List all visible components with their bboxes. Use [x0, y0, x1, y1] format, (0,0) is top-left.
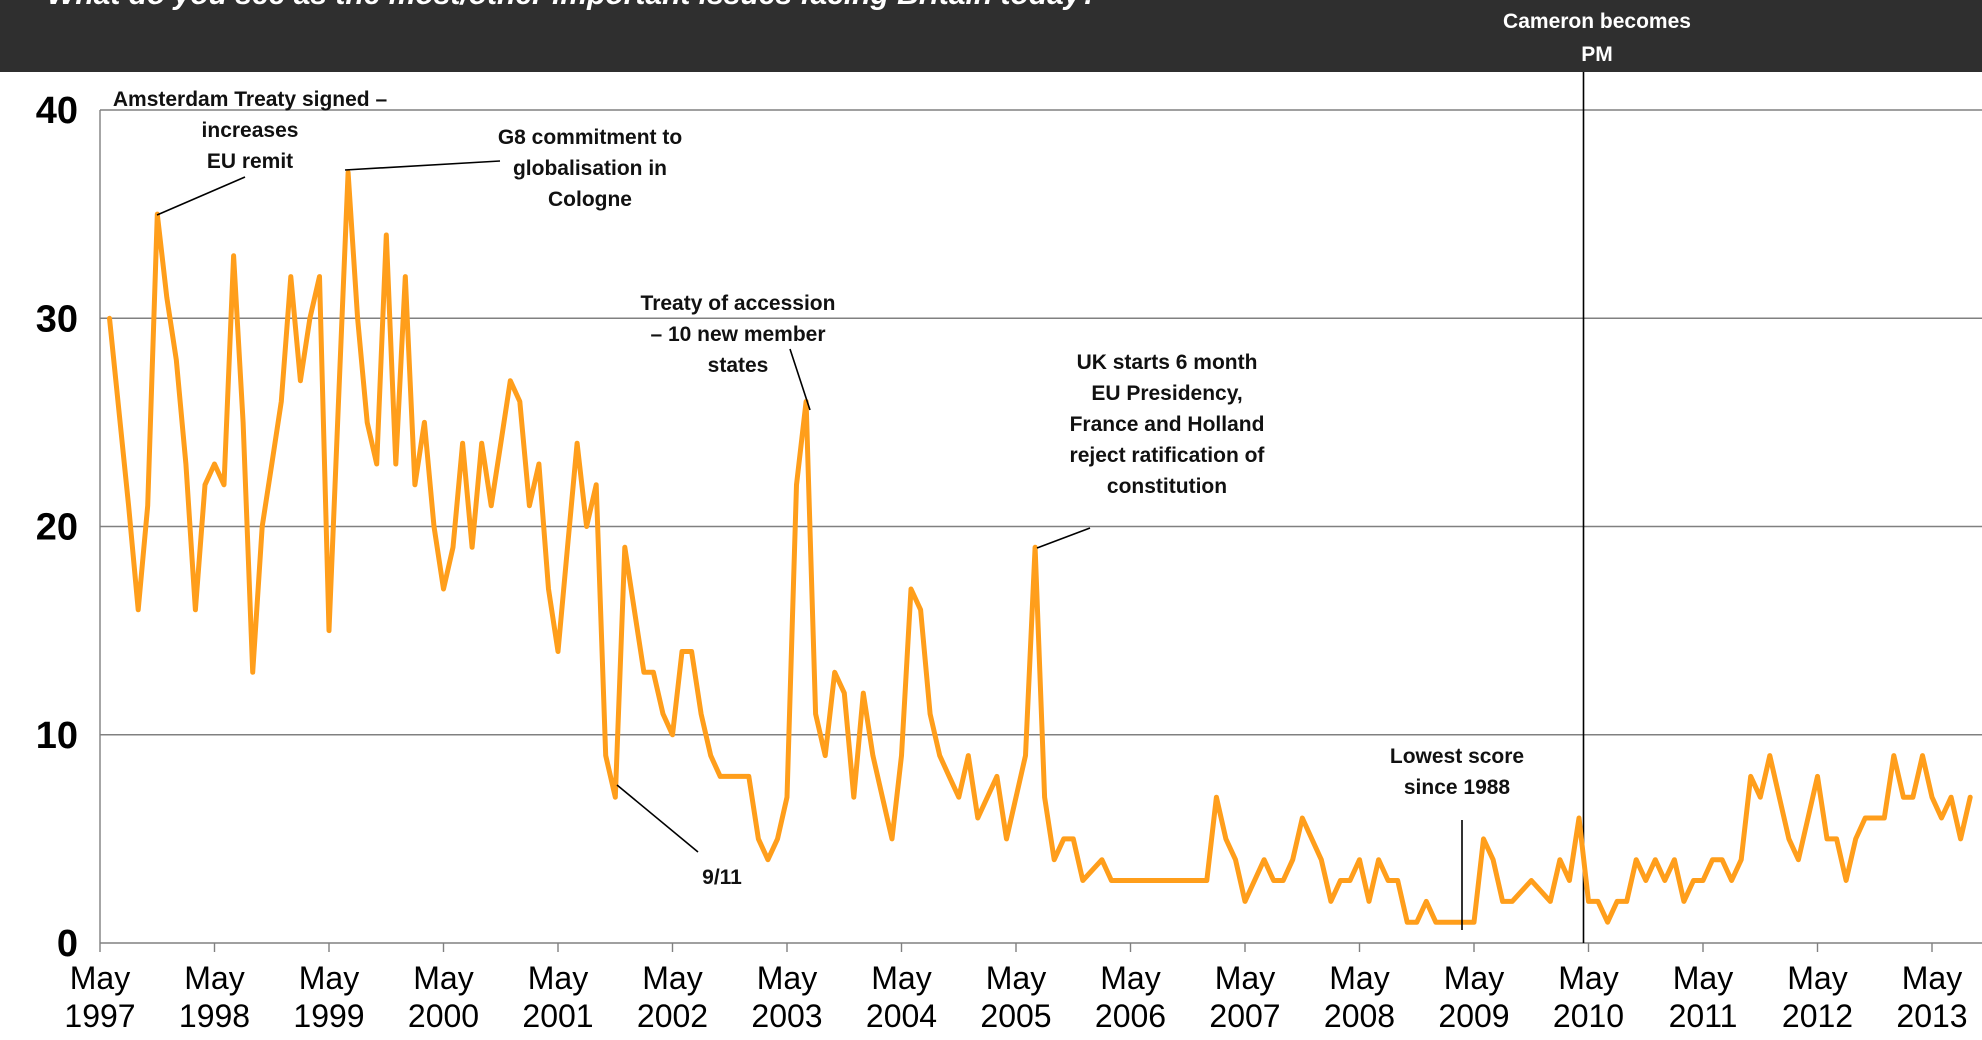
annotation-uk-presidency: constitution: [1107, 475, 1227, 498]
x-tick-label: 2006: [1095, 998, 1166, 1034]
annotation-uk-presidency: reject ratification of: [1070, 444, 1266, 467]
x-tick-label: 1999: [293, 998, 364, 1034]
survey-question: What do you see as the most/other import…: [47, 0, 1099, 11]
x-tick-label: 2007: [1209, 998, 1280, 1034]
annotations: Amsterdam Treaty signed – increases EU rem…: [113, 88, 1524, 930]
x-tick-label: May: [642, 960, 702, 996]
header-bar: [0, 0, 1982, 72]
gridlines: [100, 109, 1982, 736]
x-tick-label: 2001: [522, 998, 593, 1034]
x-tick-label: 2013: [1896, 998, 1967, 1034]
annotation-uk-presidency: EU Presidency,: [1091, 382, 1242, 405]
x-tick-label: May: [1215, 960, 1275, 996]
x-tick-label: 2012: [1782, 998, 1853, 1034]
y-tick-label: 30: [36, 298, 78, 340]
annotation-leader-nine-eleven: [616, 784, 699, 853]
series-group: [107, 170, 1973, 925]
x-tick-label: 2004: [866, 998, 937, 1034]
annotation-leader-uk-presidency: [1036, 527, 1091, 549]
x-tick-label: May: [1787, 960, 1847, 996]
x-tick-label: May: [184, 960, 244, 996]
annotation-leader-amsterdam: [156, 176, 246, 216]
annotation-g8: globalisation in: [513, 157, 667, 180]
x-tick-label: 2008: [1324, 998, 1395, 1034]
x-tick-label: 2011: [1669, 998, 1738, 1034]
x-tick-label: May: [1444, 960, 1504, 996]
annotation-amsterdam: EU remit: [207, 150, 293, 173]
y-tick-label: 20: [36, 507, 78, 549]
x-tick-label: 1997: [64, 998, 135, 1034]
annotation-accession: states: [708, 354, 769, 377]
annotation-g8: Cologne: [548, 188, 632, 211]
annotation-leader-g8: [344, 160, 501, 171]
annotation-amsterdam: Amsterdam Treaty signed –: [113, 88, 388, 111]
annotation-lowest: Lowest score: [1390, 745, 1524, 768]
y-tick-label: 0: [57, 923, 78, 965]
x-tick-label: 1998: [179, 998, 250, 1034]
x-tick-label: May: [70, 960, 130, 996]
x-tick-label: 2005: [980, 998, 1051, 1034]
x-tick-label: May: [1329, 960, 1389, 996]
axes: [99, 110, 1982, 952]
annotation-accession: Treaty of accession: [641, 292, 836, 315]
x-tick-label: 2009: [1438, 998, 1509, 1034]
series-line: [107, 170, 1973, 925]
x-tick-label: May: [1673, 960, 1733, 996]
y-tick-label: 40: [36, 90, 78, 132]
x-tick-label: May: [1558, 960, 1618, 996]
y-tick-labels: 0 10 20 30 40: [36, 90, 78, 965]
annotation-amsterdam: increases: [202, 119, 299, 142]
annotation-nine-eleven: 9/11: [702, 866, 742, 889]
annotation-uk-presidency: France and Holland: [1070, 413, 1265, 436]
x-tick-labels: May1997May1998May1999May2000May2001May20…: [64, 960, 1967, 1034]
marker-label-line1: Cameron becomes: [1503, 10, 1691, 33]
annotation-uk-presidency: UK starts 6 month: [1077, 351, 1258, 374]
x-tick-label: May: [871, 960, 931, 996]
x-tick-label: May: [986, 960, 1046, 996]
x-tick-label: May: [1100, 960, 1160, 996]
x-tick-label: 2003: [751, 998, 822, 1034]
x-tick-label: May: [528, 960, 588, 996]
marker-label-line2: PM: [1581, 43, 1613, 66]
x-tick-label: May: [1902, 960, 1962, 996]
x-tick-label: 2000: [408, 998, 479, 1034]
x-tick-label: 2010: [1553, 998, 1624, 1034]
x-tick-label: 2002: [637, 998, 708, 1034]
annotation-lowest: since 1988: [1404, 776, 1511, 799]
annotation-g8: G8 commitment to: [498, 126, 682, 149]
x-tick-label: May: [299, 960, 359, 996]
annotation-accession: – 10 new member: [650, 323, 825, 346]
annotation-leader-accession: [789, 348, 811, 411]
y-tick-label: 10: [36, 715, 78, 757]
x-tick-label: May: [413, 960, 473, 996]
x-tick-label: May: [757, 960, 817, 996]
